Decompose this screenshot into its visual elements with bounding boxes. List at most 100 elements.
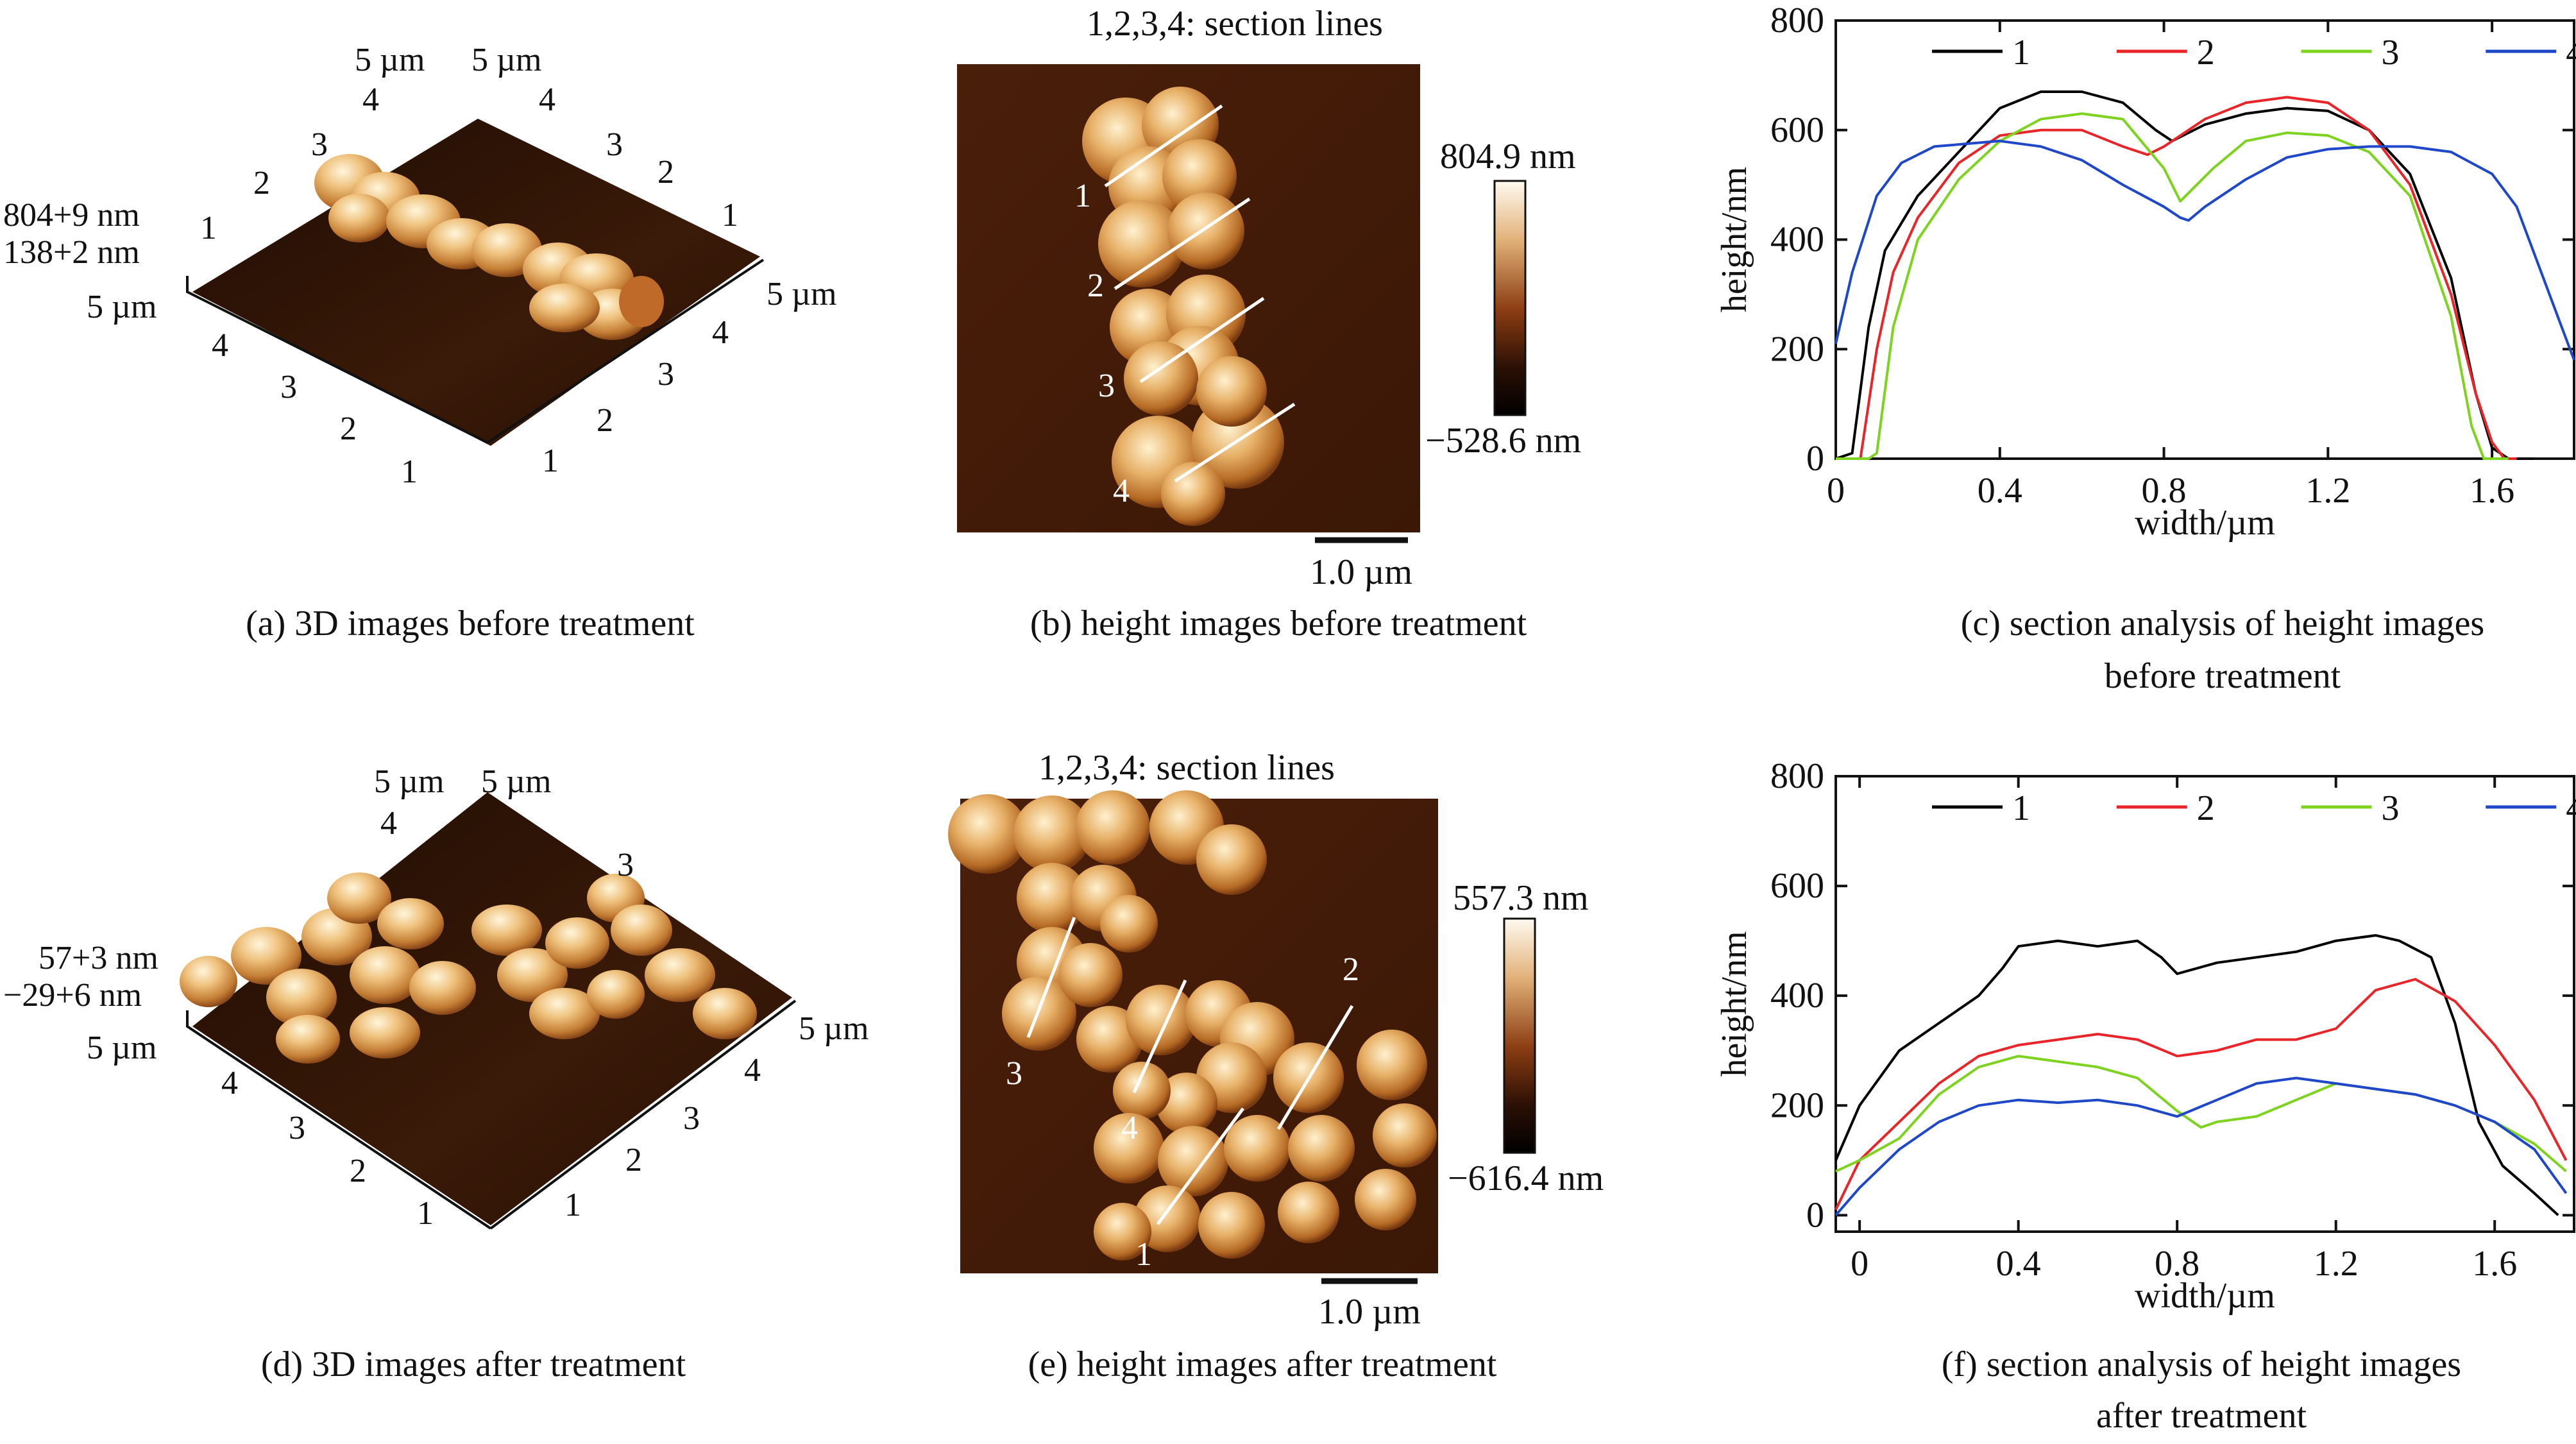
y-tick-label: 0 <box>1806 439 1824 479</box>
svg-text:4: 4 <box>1121 1110 1138 1146</box>
svg-text:2: 2 <box>1087 268 1104 304</box>
svg-text:3: 3 <box>617 847 634 883</box>
corner-label-right: 5 µm <box>767 276 836 312</box>
svg-text:3: 3 <box>280 369 297 405</box>
plot-frame <box>1835 775 2575 1233</box>
svg-text:4: 4 <box>362 81 379 118</box>
colorbar-min-e: −616.4 nm <box>1448 1159 1604 1198</box>
z-bottom-label: 138+2 nm <box>3 234 140 271</box>
colorbar-b <box>1493 180 1527 416</box>
caption-a: (a) 3D images before treatment <box>246 604 695 643</box>
svg-text:1: 1 <box>401 454 418 490</box>
caption-e: (e) height images after treatment <box>1028 1345 1497 1384</box>
y-tick-label: 400 <box>1770 220 1824 260</box>
y-tick-label: 800 <box>1770 756 1824 796</box>
corner-label-back-d: 5 µm <box>374 763 444 800</box>
svg-text:4: 4 <box>380 805 397 842</box>
svg-text:3: 3 <box>657 356 674 393</box>
svg-text:2: 2 <box>340 411 357 447</box>
svg-text:2: 2 <box>253 165 270 201</box>
z-top-label: 804+9 nm <box>3 197 140 234</box>
3d-axis-front-left <box>186 276 488 444</box>
svg-text:1: 1 <box>722 197 738 234</box>
series-line-2 <box>1835 978 2568 1210</box>
corner-label-left: 5 µm <box>87 289 157 325</box>
x-tick-label: 1.2 <box>2314 1244 2359 1284</box>
tick-labels-front-left-d: 4 3 2 1 <box>221 1065 434 1232</box>
series-line-1 <box>1835 934 2559 1216</box>
svg-text:2: 2 <box>597 402 613 439</box>
panel-a: 804+9 nm 138+2 nm 5 µm 5 µm 5 µm 5 µm 1 … <box>3 42 836 643</box>
chart-f: 0 0.4 0.8 1.2 1.6 0 200 400 600 800 width/µm height… <box>1715 756 2576 1316</box>
svg-text:1: 1 <box>1074 178 1091 214</box>
x-tick-label: 0.8 <box>2155 1244 2199 1284</box>
tick-labels-front-left: 4 3 2 1 <box>212 327 418 490</box>
legend-label-2: 2 <box>2197 788 2215 828</box>
corner-label-back: 5 µm <box>355 42 425 78</box>
y-axis-label: height/nm <box>1715 931 1754 1076</box>
caption-b: (b) height images before treatment <box>1030 604 1527 643</box>
svg-text:3: 3 <box>311 126 328 163</box>
3d-cells-d <box>180 872 757 1064</box>
y-tick-label: 800 <box>1770 1 1824 40</box>
y-tick-label: 600 <box>1770 866 1824 906</box>
chart-c: 0 0.4 0.8 1.2 1.6 0 200 400 600 800 width/µm height… <box>1715 1 2576 543</box>
plot-frame <box>1835 19 2575 460</box>
legend-label-3: 3 <box>2382 788 2400 828</box>
corner-label-right-d: 5 µm <box>799 1010 869 1047</box>
svg-text:3: 3 <box>683 1100 700 1137</box>
svg-text:2: 2 <box>625 1142 642 1178</box>
y-tick-label: 200 <box>1770 329 1824 369</box>
series-line-4 <box>1835 139 2575 361</box>
caption-c-line1: (c) section analysis of height images <box>1961 604 2484 643</box>
caption-f-line2: after treatment <box>2096 1396 2307 1436</box>
svg-text:2: 2 <box>350 1153 366 1189</box>
caption-f-line1: (f) section analysis of height images <box>1942 1345 2461 1384</box>
afm-3d-plane <box>192 119 760 446</box>
x-tick-label: 1.6 <box>2470 471 2514 511</box>
x-tick-label: 1.2 <box>2305 471 2350 511</box>
svg-text:2: 2 <box>657 154 674 191</box>
afm-cells-e <box>948 790 1437 1261</box>
svg-text:4: 4 <box>744 1052 761 1089</box>
panel-d: 57+3 nm −29+6 nm 5 µm 5 µm 5 µm 5 µm 4 3… <box>3 763 869 1384</box>
y-axis-label: height/nm <box>1715 167 1754 312</box>
svg-text:3: 3 <box>1006 1055 1022 1092</box>
x-tick-label: 0.4 <box>1978 471 2022 511</box>
svg-text:1: 1 <box>200 210 217 246</box>
corner-label-left-d: 5 µm <box>87 1030 157 1066</box>
x-axis-label: width/µm <box>2135 503 2275 543</box>
svg-text:4: 4 <box>212 327 228 364</box>
section-line-labels-b: 1 2 3 4 <box>1074 178 1130 509</box>
afm-cells-b <box>1082 87 1284 526</box>
legend-label-4: 4 <box>2566 788 2576 828</box>
series-line-3 <box>1836 112 2509 460</box>
scale-label-e: 1.0 µm <box>1318 1292 1421 1332</box>
svg-text:1: 1 <box>417 1195 434 1232</box>
scale-label-b: 1.0 µm <box>1310 552 1412 592</box>
3d-axis-front-right-d <box>489 999 797 1230</box>
series-line-3 <box>1835 1055 2567 1173</box>
svg-text:4: 4 <box>221 1065 238 1101</box>
x-axis-label: width/µm <box>2135 1276 2275 1316</box>
tick-labels-front-right: 4 3 2 1 <box>542 314 729 479</box>
3d-axis-front-right <box>486 259 765 444</box>
section-line-labels-e: 3 4 1 2 <box>1006 951 1359 1273</box>
series-line-4 <box>1835 1076 2568 1216</box>
legend-label-4: 4 <box>2566 33 2576 72</box>
y-tick-label: 200 <box>1770 1085 1824 1125</box>
x-tick-label: 0.4 <box>1996 1244 2041 1284</box>
tick-labels-back-d: 4 3 <box>380 805 634 883</box>
y-tick-label: 0 <box>1806 1195 1824 1235</box>
colorbar-e <box>1503 917 1536 1154</box>
legend-label-1: 1 <box>2012 33 2030 72</box>
section-lines-e <box>1026 917 1354 1225</box>
svg-text:1: 1 <box>564 1187 581 1223</box>
caption-d: (d) 3D images after treatment <box>261 1345 686 1384</box>
corner-label-back2-d: 5 µm <box>481 763 551 800</box>
svg-text:1: 1 <box>1135 1236 1152 1273</box>
z-top-label-d: 57+3 nm <box>38 940 158 976</box>
panel-e: 1,2,3,4: section lines <box>948 748 1604 1384</box>
tick-labels-back-left: 1 2 3 4 <box>200 81 379 246</box>
